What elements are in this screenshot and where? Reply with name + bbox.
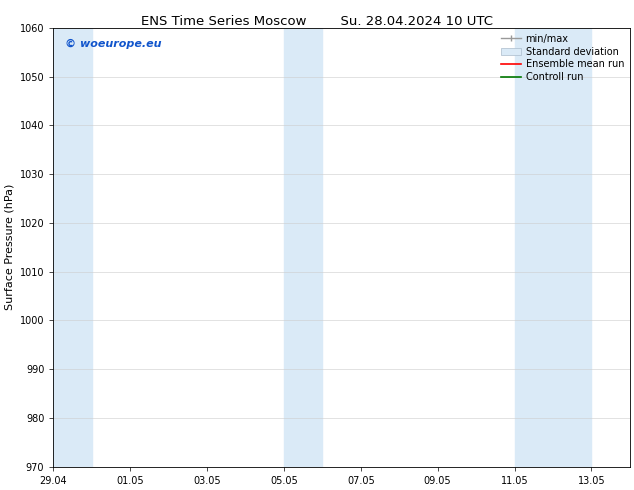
Bar [53, 28, 92, 467]
Text: © woeurope.eu: © woeurope.eu [65, 39, 162, 49]
Legend: min/max, Standard deviation, Ensemble mean run, Controll run: min/max, Standard deviation, Ensemble me… [497, 30, 628, 86]
Text: ENS Time Series Moscow        Su. 28.04.2024 10 UTC: ENS Time Series Moscow Su. 28.04.2024 10… [141, 15, 493, 28]
Bar [515, 28, 592, 467]
Bar [284, 28, 322, 467]
Y-axis label: Surface Pressure (hPa): Surface Pressure (hPa) [4, 184, 14, 311]
